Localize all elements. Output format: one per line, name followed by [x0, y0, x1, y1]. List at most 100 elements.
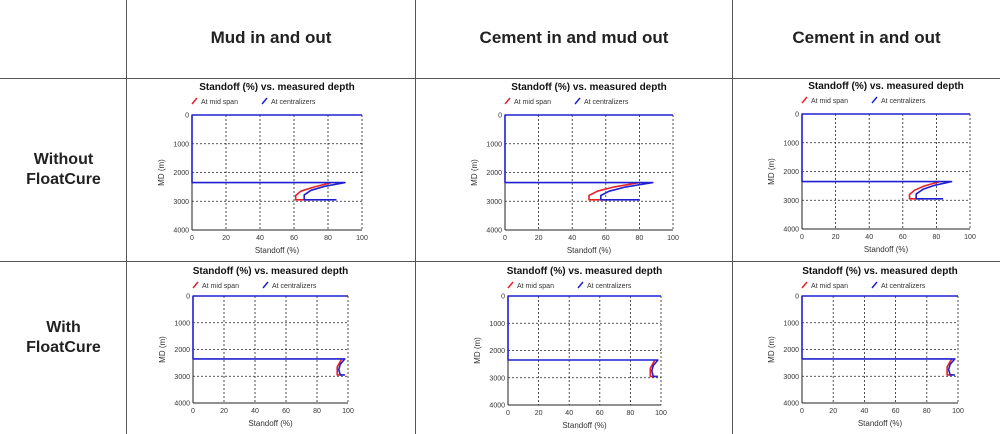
y-tick-label: 0	[501, 294, 505, 301]
legend-swatch-0	[801, 96, 808, 104]
legend-label: At mid span	[517, 283, 554, 290]
column-divider	[126, 0, 127, 434]
chart-with-cement-in-out: Standoff (%) vs. measured depth At mid sp…	[767, 266, 964, 428]
x-axis-label: Standoff (%)	[864, 245, 909, 254]
y-tick-label: 1000	[783, 320, 799, 327]
series-mid-span	[294, 181, 332, 201]
y-tick-label: 2000	[783, 169, 799, 176]
x-tick-label: 80	[923, 408, 931, 415]
legend-swatch-0	[507, 281, 514, 289]
y-tick-label: 4000	[174, 401, 190, 408]
y-tick-label: 2000	[489, 348, 505, 355]
legend-swatch-1	[574, 97, 581, 105]
series-centralizers	[191, 114, 362, 201]
x-tick-label: 100	[667, 235, 679, 242]
x-tick-label: 100	[964, 234, 976, 241]
x-tick-label: 40	[861, 408, 869, 415]
y-tick-label: 3000	[486, 199, 502, 206]
x-tick-label: 0	[506, 410, 510, 417]
legend-label: At mid span	[202, 283, 239, 290]
x-tick-label: 60	[290, 235, 298, 242]
x-tick-label: 0	[800, 234, 804, 241]
row-header-line: With	[46, 319, 81, 336]
legend-label: At centralizers	[584, 99, 629, 106]
y-axis-label: MD (m)	[767, 336, 776, 363]
chart-without-mud-in-out: Standoff (%) vs. measured depth At mid sp…	[157, 82, 368, 255]
chart-title: Standoff (%) vs. measured depth	[511, 82, 667, 93]
y-tick-label: 1000	[783, 140, 799, 147]
y-tick-label: 0	[186, 294, 190, 301]
x-tick-label: 40	[565, 410, 573, 417]
legend-label: At centralizers	[271, 99, 316, 106]
x-tick-label: 0	[191, 408, 195, 415]
legend-swatch-1	[261, 97, 268, 105]
y-tick-label: 3000	[783, 198, 799, 205]
legend-label: At centralizers	[881, 283, 926, 290]
y-tick-label: 4000	[783, 227, 799, 234]
x-tick-label: 40	[568, 235, 576, 242]
y-tick-label: 0	[185, 113, 189, 120]
y-tick-label: 3000	[174, 374, 190, 381]
y-tick-label: 2000	[174, 347, 190, 354]
chart-title: Standoff (%) vs. measured depth	[199, 82, 355, 93]
x-tick-label: 80	[636, 235, 644, 242]
y-axis-label: MD (m)	[158, 336, 167, 363]
y-tick-label: 2000	[486, 170, 502, 177]
x-tick-label: 0	[503, 235, 507, 242]
x-tick-label: 80	[627, 410, 635, 417]
y-tick-label: 4000	[486, 228, 502, 235]
x-tick-label: 20	[832, 234, 840, 241]
x-tick-label: 0	[190, 235, 194, 242]
legend-label: At mid span	[201, 99, 238, 106]
y-axis-label: MD (m)	[473, 337, 482, 364]
x-tick-label: 40	[865, 234, 873, 241]
column-header-cement-in-mud-out: Cement in and mud out	[479, 28, 669, 47]
x-tick-label: 100	[952, 408, 964, 415]
y-tick-label: 1000	[489, 321, 505, 328]
x-tick-label: 80	[313, 408, 321, 415]
x-tick-label: 100	[356, 235, 368, 242]
row-header-with-floatcure: With FloatCure	[0, 318, 127, 358]
chart-title: Standoff (%) vs. measured depth	[507, 266, 663, 277]
y-tick-label: 1000	[486, 141, 502, 148]
legend-label: At mid span	[811, 98, 848, 105]
legend-swatch-0	[191, 97, 198, 105]
x-axis-label: Standoff (%)	[858, 419, 903, 428]
y-tick-label: 2000	[783, 347, 799, 354]
x-tick-label: 60	[602, 235, 610, 242]
y-tick-label: 3000	[489, 375, 505, 382]
row-header-without-floatcure: Without FloatCure	[0, 150, 127, 190]
x-tick-label: 20	[222, 235, 230, 242]
series-centralizers	[192, 295, 348, 376]
x-tick-label: 100	[655, 410, 667, 417]
legend-swatch-0	[504, 97, 511, 105]
chart-with-mud-in-out: Standoff (%) vs. measured depth At mid sp…	[158, 266, 354, 428]
x-axis-label: Standoff (%)	[248, 419, 293, 428]
x-tick-label: 100	[342, 408, 354, 415]
legend-label: At mid span	[811, 283, 848, 290]
y-tick-label: 2000	[173, 170, 189, 177]
x-axis-label: Standoff (%)	[567, 246, 612, 255]
y-axis-label: MD (m)	[767, 158, 776, 185]
y-tick-label: 4000	[173, 228, 189, 235]
legend-swatch-0	[801, 281, 808, 289]
legend-label: At centralizers	[587, 283, 632, 290]
column-divider	[415, 0, 416, 434]
x-tick-label: 20	[220, 408, 228, 415]
x-tick-label: 0	[800, 408, 804, 415]
x-tick-label: 60	[892, 408, 900, 415]
series-centralizers	[801, 113, 970, 200]
series-centralizers	[801, 295, 958, 376]
legend-swatch-1	[871, 281, 878, 289]
x-axis-label: Standoff (%)	[255, 246, 300, 255]
row-header-line: Without	[33, 151, 94, 168]
row-header-line: FloatCure	[26, 339, 101, 356]
row-divider	[0, 261, 1000, 262]
chart-with-cement-in-mud-out: Standoff (%) vs. measured depth At mid sp…	[473, 266, 667, 430]
chart-title: Standoff (%) vs. measured depth	[802, 266, 958, 277]
y-tick-label: 0	[795, 112, 799, 119]
x-tick-label: 80	[933, 234, 941, 241]
y-axis-label: MD (m)	[157, 159, 166, 186]
chart-title: Standoff (%) vs. measured depth	[808, 81, 964, 92]
